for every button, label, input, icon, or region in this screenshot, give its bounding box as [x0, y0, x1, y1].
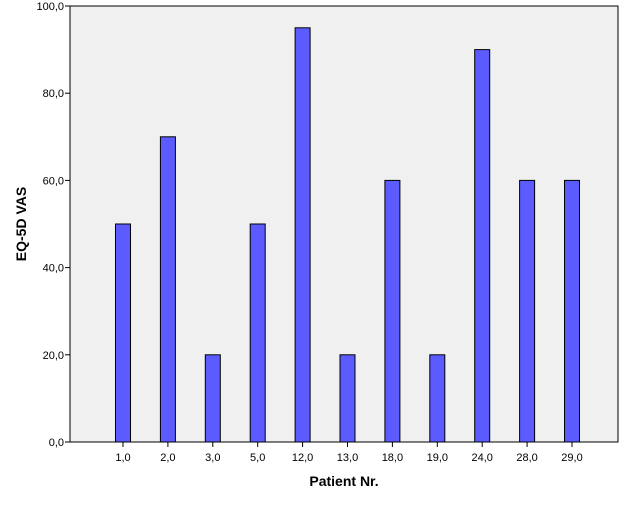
- bar-8: [474, 49, 491, 443]
- y-tick-label-2: 40,0: [43, 263, 64, 275]
- bar-2: [204, 354, 221, 443]
- bar-4: [294, 27, 311, 443]
- x-axis-title: Patient Nr.: [309, 473, 378, 489]
- x-tick-label-2: 3,0: [205, 452, 220, 464]
- x-tick-label-4: 12,0: [292, 452, 313, 464]
- bar-0: [115, 223, 131, 443]
- x-tick-label-1: 2,0: [160, 452, 175, 464]
- x-axis-ticks: 1,0 2,0 3,0 5,0 12,0 13,0 18,0 19,0 24,0 28,0 29,0: [115, 442, 583, 464]
- x-tick-label-0: 1,0: [115, 452, 130, 464]
- bar-3: [249, 223, 266, 443]
- y-tick-label-0: 0,0: [49, 437, 64, 449]
- bar-1: [159, 136, 176, 443]
- x-tick-label-6: 18,0: [382, 452, 403, 464]
- bars-group: [115, 27, 580, 443]
- bar-7: [429, 354, 446, 443]
- y-axis-ticks: 0,0 20,0 40,0 60,0 80,0 100,0: [36, 1, 70, 449]
- x-tick-label-3: 5,0: [250, 452, 265, 464]
- y-tick-label-1: 20,0: [43, 350, 64, 362]
- y-axis-title: EQ-5D VAS: [13, 187, 29, 261]
- x-tick-label-8: 24,0: [471, 452, 492, 464]
- x-tick-label-7: 19,0: [427, 452, 448, 464]
- bar-5: [339, 354, 356, 443]
- x-tick-label-9: 28,0: [516, 452, 537, 464]
- bar-6: [384, 179, 401, 443]
- y-tick-label-5: 100,0: [36, 1, 64, 13]
- bar-10: [564, 179, 580, 443]
- bar-9: [519, 179, 536, 443]
- y-tick-label-3: 60,0: [43, 175, 64, 187]
- x-tick-label-10: 29,0: [561, 452, 582, 464]
- y-tick-label-4: 80,0: [43, 88, 64, 100]
- x-tick-label-5: 13,0: [337, 452, 358, 464]
